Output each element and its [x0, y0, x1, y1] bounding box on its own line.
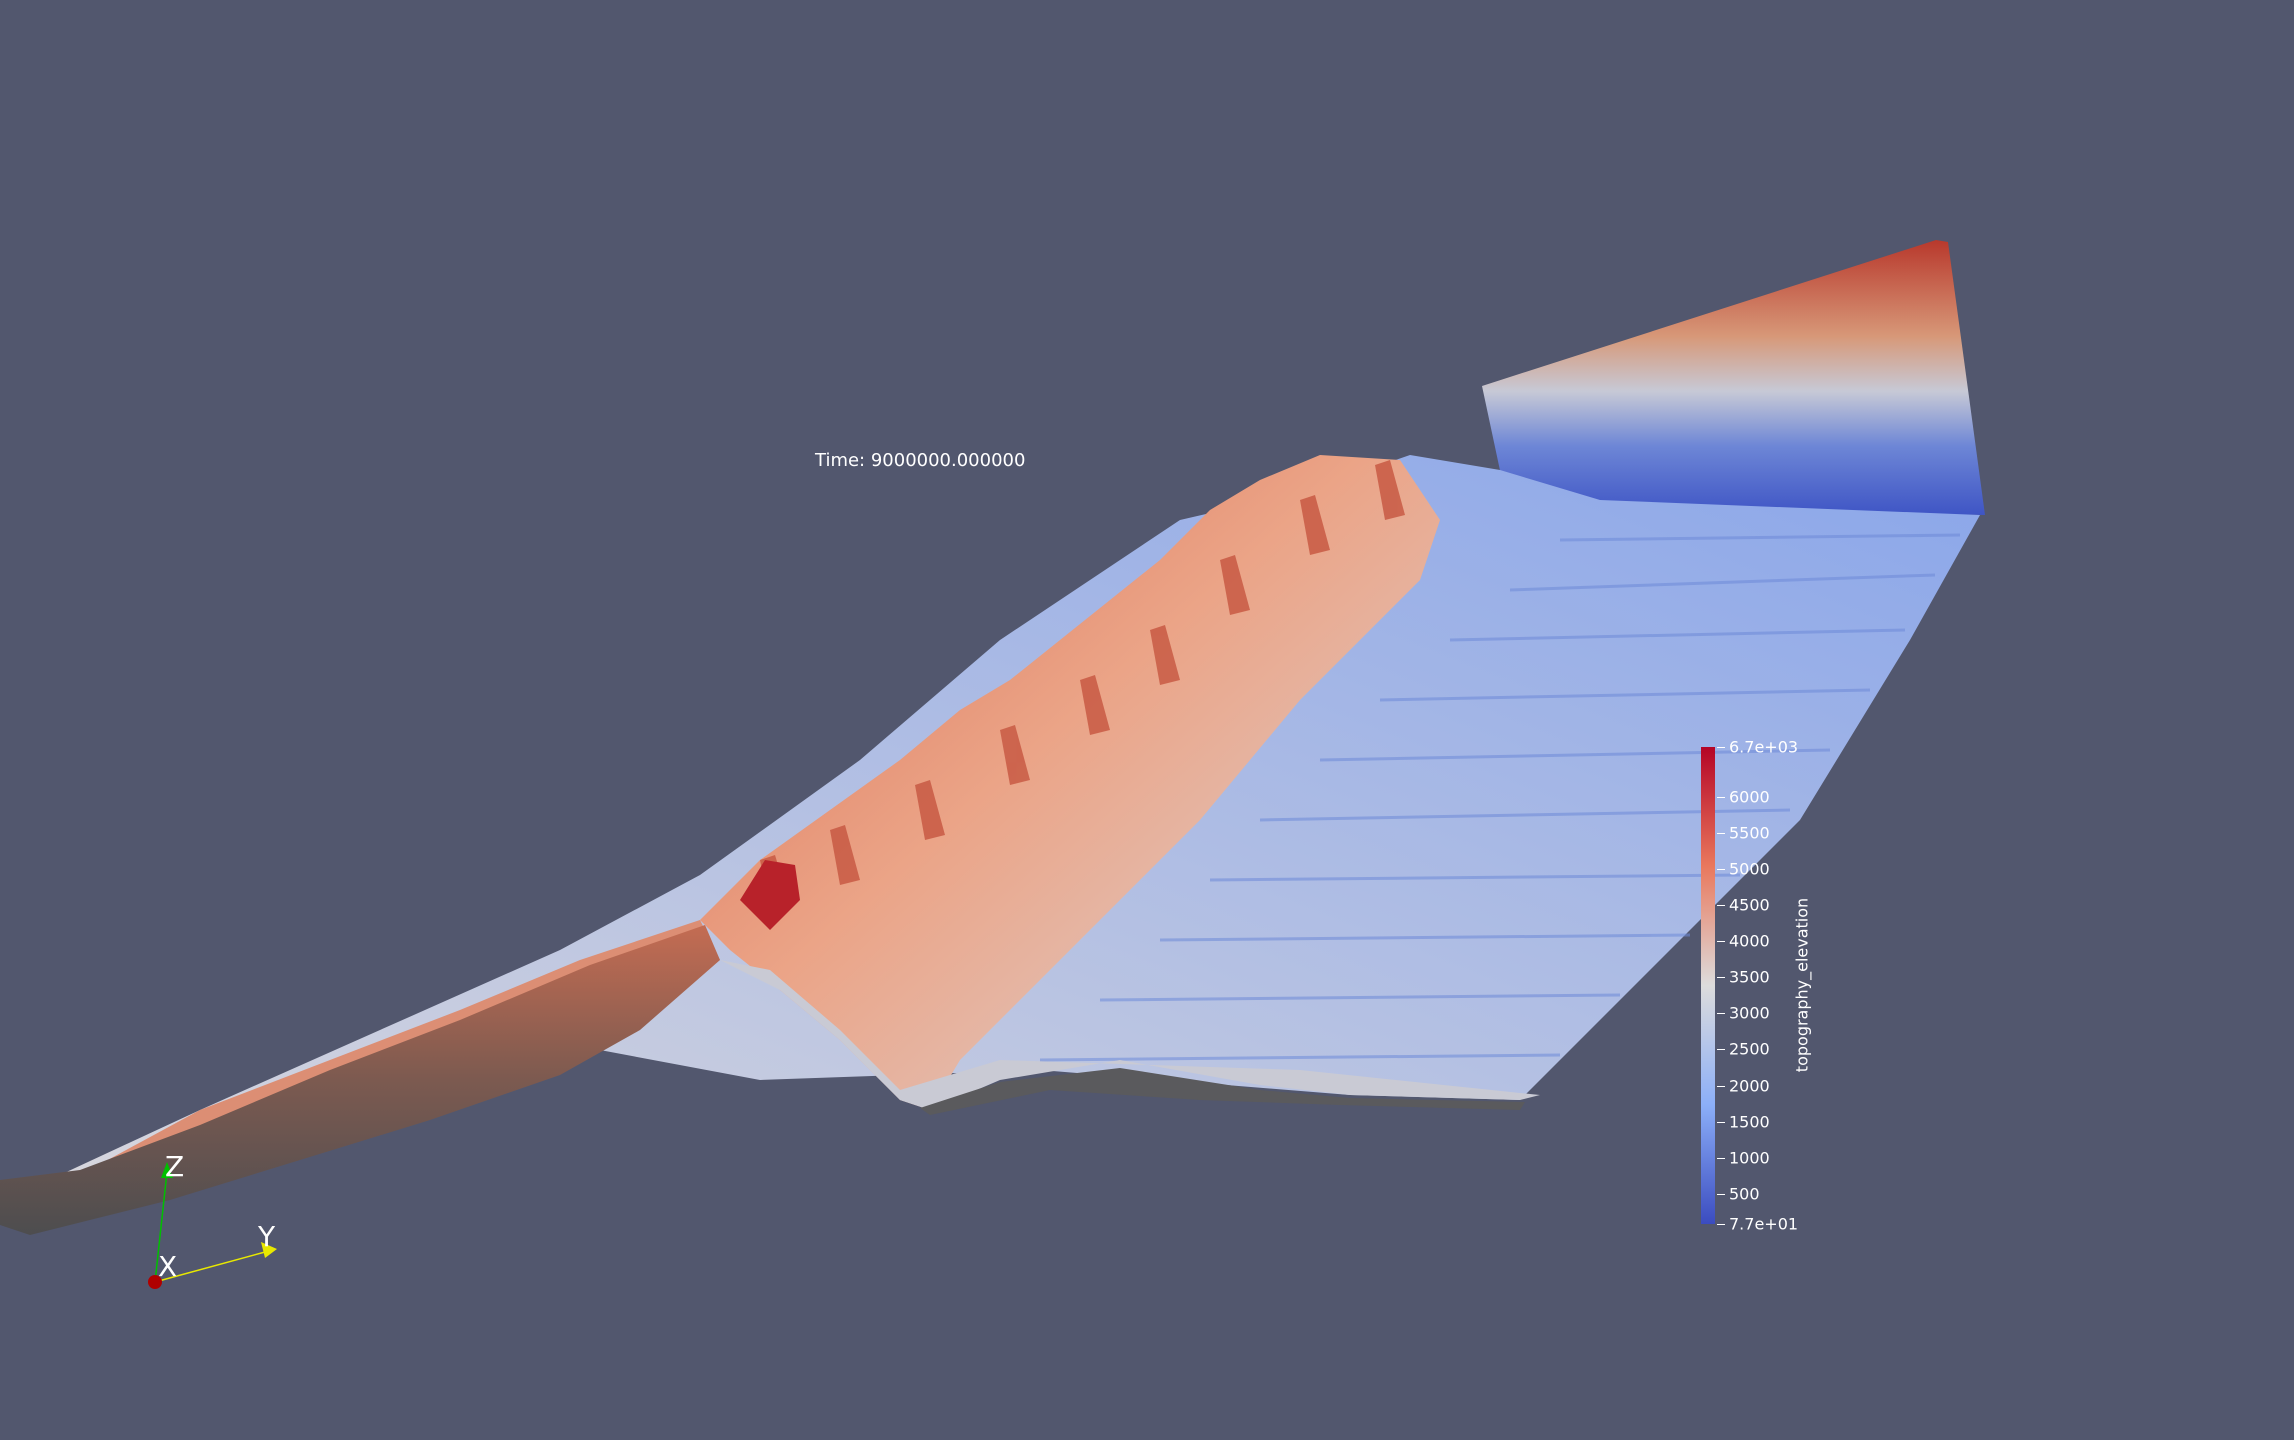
y-axis-arrow	[261, 1242, 277, 1258]
scalar-bar-tick	[1717, 797, 1725, 799]
scalar-bar-tick-label: 3500	[1729, 967, 1770, 987]
scalar-bar-tick-label: 5000	[1729, 859, 1770, 879]
scalar-bar-tick-label: 7.7e+01	[1729, 1214, 1799, 1234]
y-axis-label: Y	[258, 1220, 276, 1253]
scalar-bar-tick	[1717, 1085, 1725, 1087]
scalar-bar-tick	[1717, 1013, 1725, 1015]
scalar-bar-tick-label: 4000	[1729, 931, 1770, 951]
time-annotation: Time: 9000000.000000	[815, 450, 1026, 471]
scalar-bar-tick-label: 5500	[1729, 823, 1770, 843]
scalar-bar-tick-label: 3000	[1729, 1003, 1770, 1023]
scalar-bar-tick	[1717, 941, 1725, 943]
x-axis-marker	[148, 1275, 162, 1289]
terrain-back-wall	[1482, 240, 1985, 515]
terrain-side-wall	[0, 925, 720, 1235]
terrain-main-ridge	[700, 455, 1440, 1110]
scalar-bar-tick-label: 1500	[1729, 1112, 1770, 1131]
x-axis-label: X	[158, 1250, 178, 1283]
scalar-bar-tick	[1717, 1224, 1725, 1225]
scalar-bar-tick	[1717, 833, 1725, 835]
y-axis-line	[154, 1251, 266, 1283]
terrain-plain-bands	[1039, 533, 1961, 1062]
scalar-bar-tick	[1717, 1193, 1725, 1195]
scalar-bar-tick	[1717, 905, 1725, 907]
z-axis-arrow	[161, 1162, 173, 1178]
scalar-bar-tick-label: 500	[1729, 1184, 1760, 1204]
scalar-bar-tick	[1717, 1157, 1725, 1159]
scalar-bar	[1701, 747, 1715, 1224]
terrain-front-foot	[720, 960, 1540, 1110]
scalar-bar-tick	[1717, 869, 1725, 871]
scalar-bar-tick	[1717, 1049, 1725, 1051]
scalar-bar-tick-label: 2500	[1729, 1039, 1770, 1059]
scalar-bar-tick	[1717, 747, 1725, 748]
terrain-front-edge	[920, 1068, 1525, 1115]
z-axis-line	[154, 1171, 168, 1283]
terrain-summit	[740, 860, 800, 930]
scalar-bar-tick-label: 6.7e+03	[1729, 737, 1799, 757]
scalar-bar-tick-label: 4500	[1729, 895, 1770, 915]
scalar-bar-tick-label: 6000	[1729, 787, 1770, 807]
scalar-bar-tick-label: 1000	[1729, 1148, 1770, 1168]
scalar-bar-tick	[1717, 1121, 1725, 1123]
scalar-bar-tick	[1717, 977, 1725, 979]
z-axis-label: Z	[165, 1150, 185, 1183]
scalar-bar-title: topography_elevation	[1792, 897, 1812, 1073]
scalar-bar-tick-label: 2000	[1729, 1076, 1770, 1095]
orientation-axes	[148, 1162, 277, 1289]
